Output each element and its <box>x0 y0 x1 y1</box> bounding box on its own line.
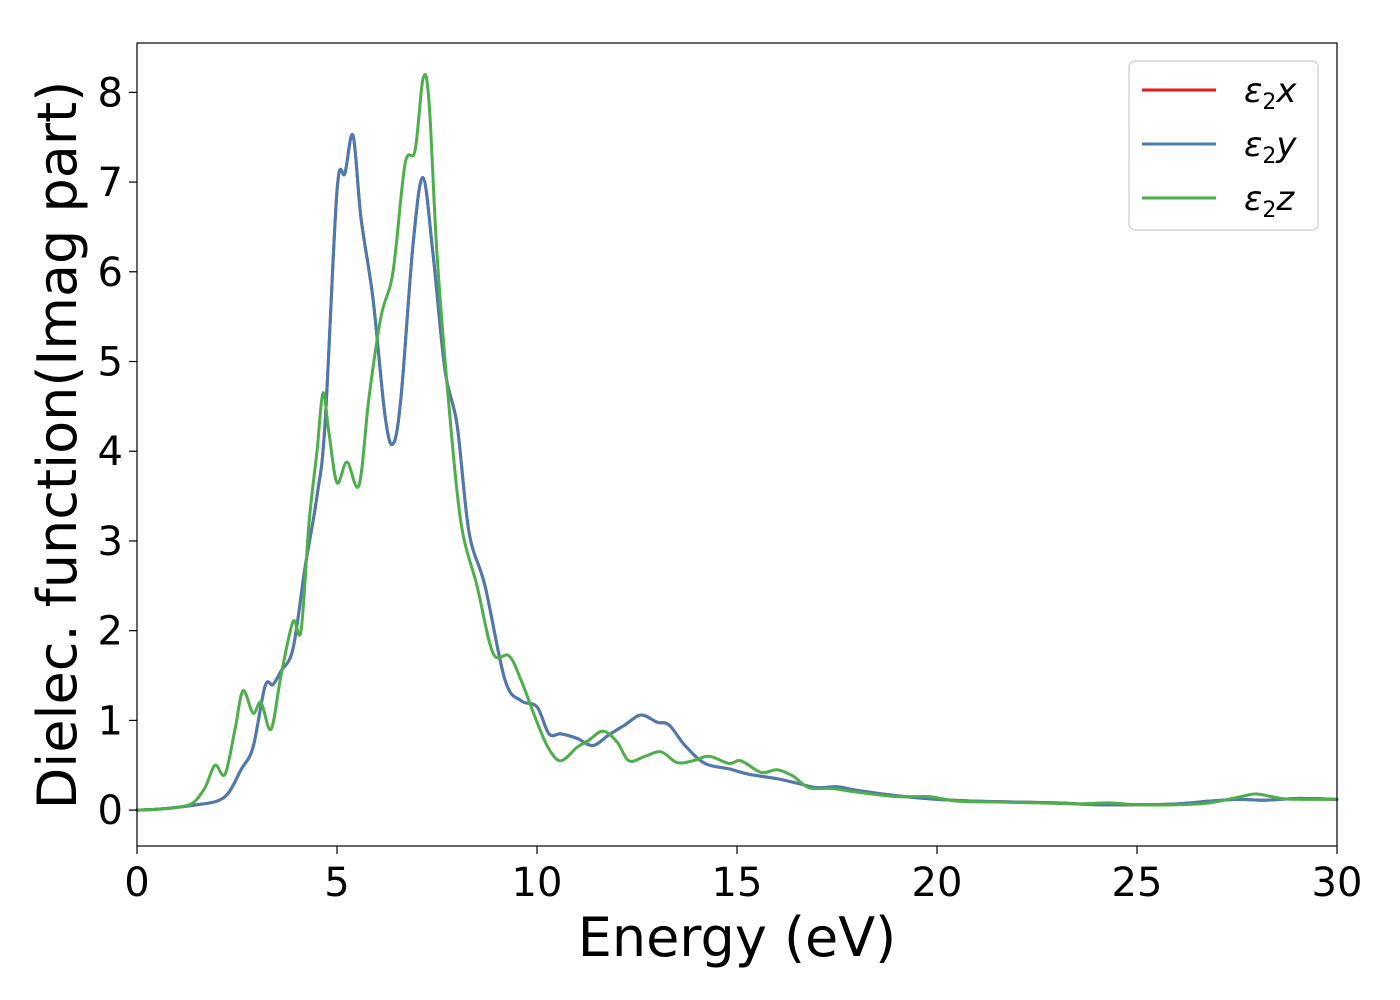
series-line-z <box>135 73 1339 812</box>
legend-box <box>1128 60 1319 231</box>
y-axis: 0 1 2 3 4 5 6 7 8 <box>98 70 137 834</box>
y-tick-label: 6 <box>98 250 123 296</box>
legend-label-x: ε2x <box>1244 71 1297 115</box>
series-line-y <box>135 133 1339 812</box>
y-tick-label: 4 <box>98 429 123 475</box>
x-tick-label: 30 <box>1312 860 1363 906</box>
x-axis-title: Energy (eV) <box>578 906 897 969</box>
y-tick-label: 7 <box>98 160 123 206</box>
x-tick-label: 0 <box>124 860 149 906</box>
x-tick-label: 10 <box>512 860 563 906</box>
y-tick-label: 8 <box>98 70 123 116</box>
x-tick-label: 5 <box>324 860 349 906</box>
x-tick-label: 25 <box>1112 860 1163 906</box>
series-layer <box>135 73 1339 812</box>
y-tick-label: 3 <box>98 519 123 565</box>
x-tick-label: 15 <box>712 860 763 906</box>
y-tick-label: 1 <box>98 698 123 744</box>
y-tick-label: 5 <box>98 340 123 386</box>
legend-label-z: ε2z <box>1244 179 1295 223</box>
y-axis-title: Dielec. function(Imag part) <box>26 81 89 810</box>
legend: ε2x ε2y ε2z <box>1128 60 1319 231</box>
x-axis: 0 5 10 15 20 25 30 <box>124 846 1362 906</box>
y-tick-label: 2 <box>98 609 123 655</box>
x-tick-label: 20 <box>912 860 963 906</box>
y-tick-label: 0 <box>98 788 123 834</box>
legend-label-y: ε2y <box>1244 125 1297 169</box>
